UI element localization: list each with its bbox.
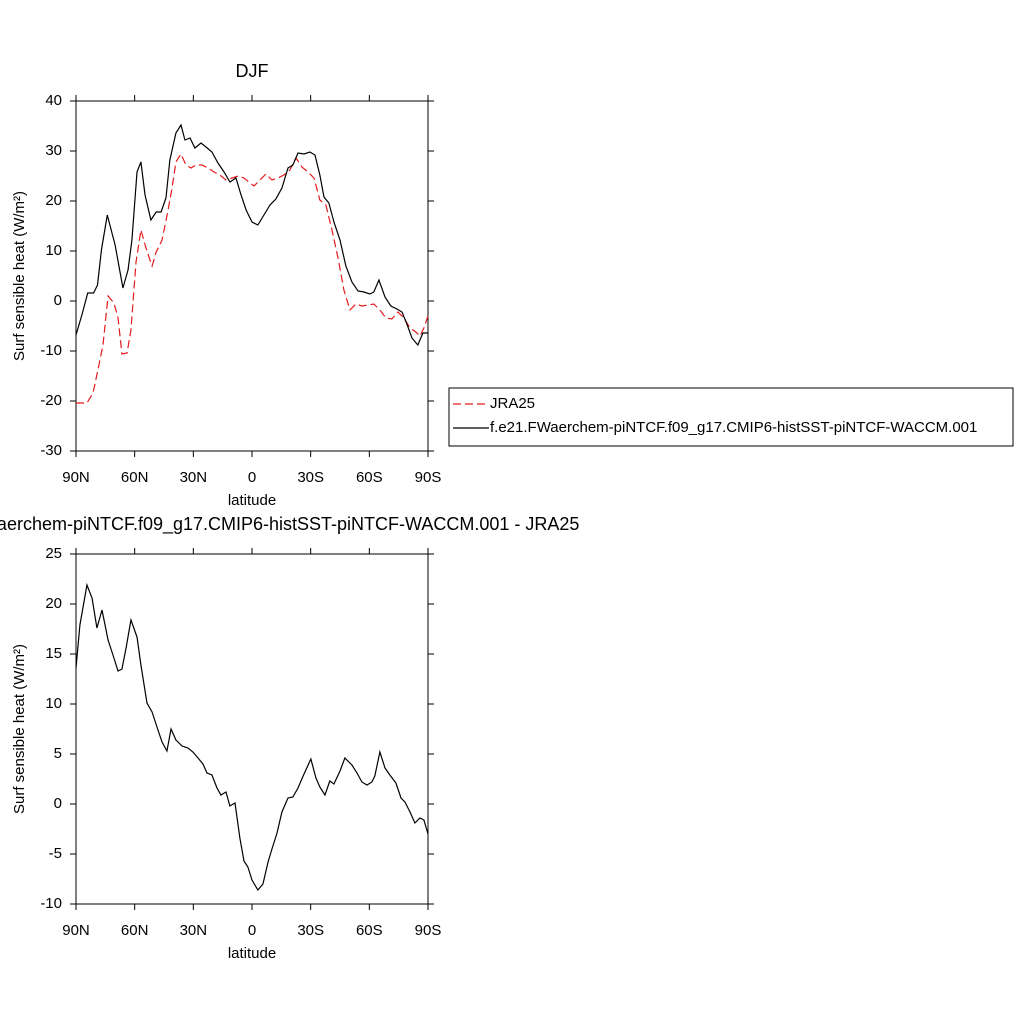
y-tick-label: 10 bbox=[45, 695, 62, 712]
y-tick-label: 0 bbox=[54, 795, 62, 812]
legend-label: f.e21.FWaerchem-piNTCF.f09_g17.CMIP6-his… bbox=[490, 419, 977, 436]
y-tick-label: 20 bbox=[45, 595, 62, 612]
y-tick-label: 15 bbox=[45, 645, 62, 662]
y-tick-label: 0 bbox=[54, 292, 62, 309]
y-axis-label: Surf sensible heat (W/m²) bbox=[11, 191, 28, 361]
data-line bbox=[75, 582, 429, 892]
y-tick-label: 25 bbox=[45, 545, 62, 562]
x-axis-label: latitude bbox=[228, 492, 276, 509]
y-tick-label: -10 bbox=[40, 895, 62, 912]
x-tick-label: 30N bbox=[180, 469, 208, 486]
legend-box bbox=[448, 387, 1014, 447]
x-tick-label: 90S bbox=[415, 922, 442, 939]
x-tick-label: 90S bbox=[415, 469, 442, 486]
y-tick-label: 10 bbox=[45, 242, 62, 259]
x-tick-label: 30S bbox=[297, 922, 324, 939]
y-axis-label: Surf sensible heat (W/m²) bbox=[11, 644, 28, 814]
plot-frame bbox=[75, 100, 429, 452]
x-tick-label: 60S bbox=[356, 922, 383, 939]
chart-title: DJF bbox=[236, 61, 269, 81]
chart-title: f.e21.FWaerchem-piNTCF.f09_g17.CMIP6-his… bbox=[0, 514, 579, 535]
x-tick-label: 0 bbox=[248, 922, 256, 939]
y-tick-label: 5 bbox=[54, 745, 62, 762]
x-tick-label: 60N bbox=[121, 469, 149, 486]
plot-frame bbox=[75, 553, 429, 905]
x-tick-label: 60N bbox=[121, 922, 149, 939]
y-tick-label: -30 bbox=[40, 442, 62, 459]
x-tick-label: 30S bbox=[297, 469, 324, 486]
x-tick-label: 30N bbox=[180, 922, 208, 939]
x-tick-label: 90N bbox=[62, 469, 90, 486]
x-axis-label: latitude bbox=[228, 945, 276, 962]
y-tick-label: -10 bbox=[40, 342, 62, 359]
x-tick-label: 90N bbox=[62, 922, 90, 939]
data-line bbox=[76, 152, 429, 404]
y-tick-label: 30 bbox=[45, 142, 62, 159]
y-tick-label: 20 bbox=[45, 192, 62, 209]
x-tick-label: 60S bbox=[356, 469, 383, 486]
x-tick-label: 0 bbox=[248, 469, 256, 486]
y-tick-label: -5 bbox=[49, 845, 62, 862]
y-tick-label: -20 bbox=[40, 392, 62, 409]
data-line bbox=[75, 123, 428, 347]
legend-label: JRA25 bbox=[490, 395, 535, 412]
y-tick-label: 40 bbox=[45, 92, 62, 109]
